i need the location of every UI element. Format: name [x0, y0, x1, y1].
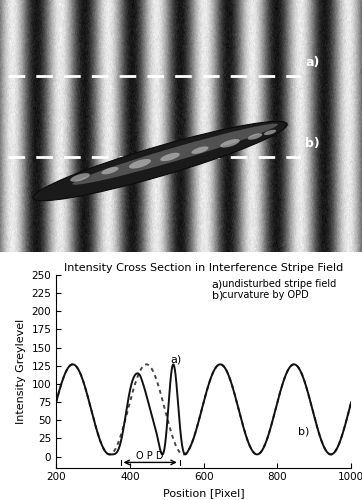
Title: Intensity Cross Section in Interference Stripe Field: Intensity Cross Section in Interference … — [64, 263, 343, 273]
Ellipse shape — [101, 167, 119, 174]
Ellipse shape — [264, 130, 276, 135]
Ellipse shape — [220, 139, 240, 147]
Text: a): a) — [212, 280, 223, 289]
Ellipse shape — [129, 159, 151, 168]
Ellipse shape — [160, 152, 180, 161]
Ellipse shape — [33, 122, 287, 201]
Text: O P D: O P D — [136, 451, 164, 461]
Text: b): b) — [212, 290, 223, 300]
Text: a): a) — [305, 56, 319, 69]
X-axis label: Position [Pixel]: Position [Pixel] — [163, 488, 244, 498]
Ellipse shape — [248, 134, 262, 140]
Text: undisturbed stripe field: undisturbed stripe field — [222, 280, 336, 289]
Text: b): b) — [298, 427, 309, 437]
Y-axis label: Intensity Greylevel: Intensity Greylevel — [16, 318, 26, 424]
Text: a): a) — [171, 354, 182, 364]
Ellipse shape — [70, 173, 90, 182]
Text: b): b) — [305, 137, 320, 150]
Ellipse shape — [72, 124, 278, 185]
Ellipse shape — [191, 146, 209, 154]
Text: curvature by OPD: curvature by OPD — [222, 290, 309, 300]
